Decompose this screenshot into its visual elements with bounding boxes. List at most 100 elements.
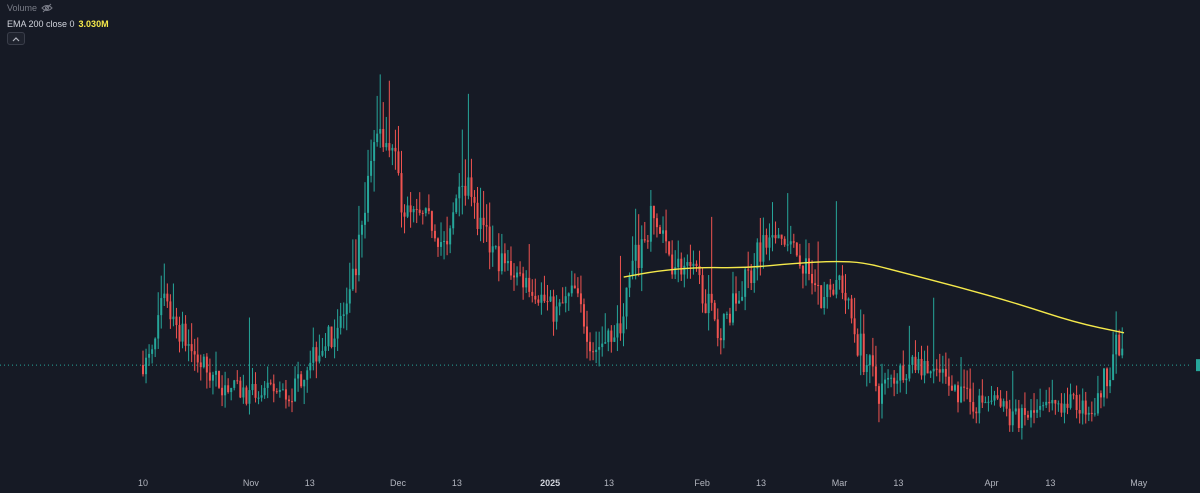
candle-body-151 xyxy=(601,343,604,348)
eye-off-icon[interactable] xyxy=(41,3,53,13)
candle-261 xyxy=(935,359,938,377)
candle-body-77 xyxy=(376,133,379,143)
candle-232 xyxy=(847,297,850,310)
candle-44 xyxy=(275,388,278,394)
candle-body-31 xyxy=(236,380,239,382)
candle-0 xyxy=(142,350,144,377)
candle-24 xyxy=(214,351,217,387)
candle-263 xyxy=(941,355,944,384)
candle-body-195 xyxy=(735,293,738,304)
candle-body-285 xyxy=(1008,408,1011,426)
candle-71 xyxy=(357,205,360,282)
candle-body-13 xyxy=(181,323,184,342)
candle-158 xyxy=(622,303,625,347)
candle-179 xyxy=(686,254,689,279)
candle-312 xyxy=(1090,401,1093,422)
candle-body-272 xyxy=(969,388,972,403)
candle-74 xyxy=(367,149,370,222)
candle-body-217 xyxy=(801,265,804,274)
candle-body-261 xyxy=(935,368,938,370)
candle-95 xyxy=(430,210,433,239)
x-tick-label-1: Nov xyxy=(243,478,260,488)
candle-body-95 xyxy=(430,211,433,231)
candle-body-240 xyxy=(871,355,874,367)
candle-104 xyxy=(458,173,461,217)
candle-body-76 xyxy=(373,142,376,161)
candle-143 xyxy=(576,277,579,298)
candle-216 xyxy=(798,243,801,269)
candle-body-6 xyxy=(160,298,163,316)
candle-body-248 xyxy=(896,380,899,384)
candle-body-79 xyxy=(382,128,385,148)
candle-body-3 xyxy=(151,349,154,354)
candle-body-194 xyxy=(731,293,734,323)
candle-229 xyxy=(838,274,841,290)
candle-307 xyxy=(1075,385,1078,419)
candle-body-51 xyxy=(297,374,300,379)
candle-body-167 xyxy=(649,205,652,242)
candle-body-109 xyxy=(473,196,476,203)
candle-253 xyxy=(911,355,914,374)
candle-body-309 xyxy=(1081,400,1084,414)
candle-body-305 xyxy=(1069,394,1072,408)
candle-body-22 xyxy=(208,372,211,381)
candle-206 xyxy=(768,223,771,261)
candle-70 xyxy=(354,239,357,293)
candle-117 xyxy=(497,233,500,282)
candle-body-94 xyxy=(427,208,430,212)
candle-257 xyxy=(923,350,926,384)
candle-body-188 xyxy=(713,302,716,320)
candle-319 xyxy=(1112,331,1115,381)
candle-body-32 xyxy=(239,380,242,398)
candle-body-291 xyxy=(1026,414,1029,418)
candle-body-232 xyxy=(847,298,850,301)
x-tick-label-9: Mar xyxy=(832,478,848,488)
candle-body-53 xyxy=(303,379,306,387)
candle-53 xyxy=(303,379,306,405)
candle-body-136 xyxy=(555,306,558,322)
candle-94 xyxy=(427,194,430,215)
x-axis: 10 Nov 13 Dec 13 2025 13 Feb 13 Mar 13 Apr 13 May xyxy=(138,478,1148,488)
candle-67 xyxy=(345,287,348,331)
collapse-legend-button[interactable] xyxy=(7,32,25,45)
candle-187 xyxy=(710,216,713,311)
candle-body-204 xyxy=(762,235,765,262)
candle-177 xyxy=(680,252,683,281)
candle-body-216 xyxy=(798,255,801,266)
candle-body-160 xyxy=(628,275,631,288)
candle-245 xyxy=(887,369,890,389)
candle-12 xyxy=(178,316,181,353)
candle-body-4 xyxy=(154,338,157,350)
candle-68 xyxy=(348,262,351,313)
candle-311 xyxy=(1087,406,1090,422)
candle-body-181 xyxy=(692,263,695,267)
candle-36 xyxy=(251,367,254,396)
candle-141 xyxy=(570,270,573,297)
candle-body-141 xyxy=(570,285,573,294)
candle-320 xyxy=(1115,311,1118,374)
candle-42 xyxy=(269,379,272,386)
candle-body-73 xyxy=(364,212,367,225)
candle-106 xyxy=(464,159,467,206)
candle-214 xyxy=(792,233,795,248)
candle-129 xyxy=(534,278,537,304)
candle-body-227 xyxy=(832,289,835,295)
candle-210 xyxy=(780,234,783,246)
candle-86 xyxy=(403,204,406,234)
candle-body-271 xyxy=(966,387,969,389)
candle-body-251 xyxy=(905,378,908,381)
candle-body-228 xyxy=(835,279,838,295)
candle-body-312 xyxy=(1090,412,1093,415)
candle-173 xyxy=(668,241,671,257)
candle-48 xyxy=(287,395,290,407)
candle-296 xyxy=(1042,401,1045,411)
candle-body-252 xyxy=(908,364,911,379)
candle-body-142 xyxy=(573,285,576,289)
candle-body-81 xyxy=(388,143,391,151)
candle-39 xyxy=(260,385,263,402)
candle-217 xyxy=(801,264,804,289)
candle-body-44 xyxy=(275,391,278,393)
candle-body-187 xyxy=(710,293,713,303)
